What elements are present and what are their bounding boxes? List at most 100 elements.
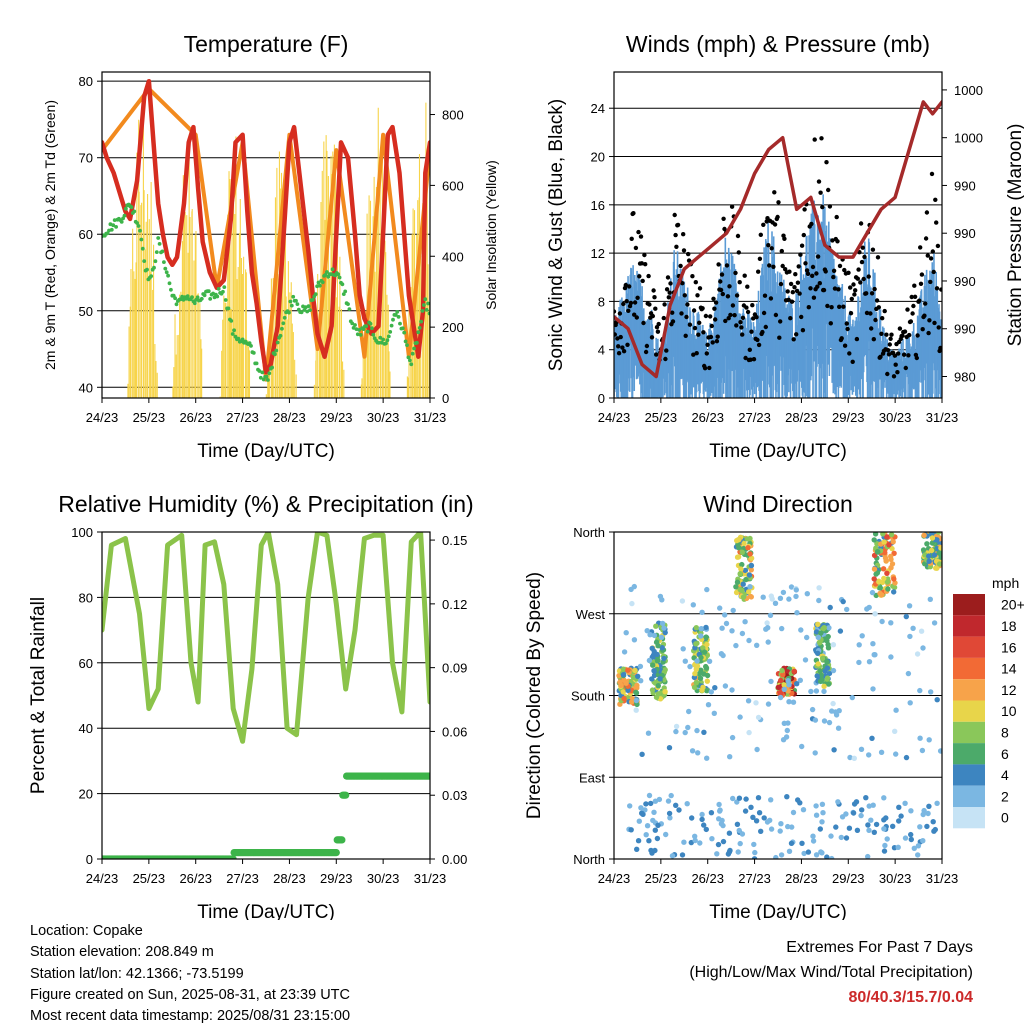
direction-point [715, 841, 722, 848]
gust-point [710, 340, 715, 345]
panel-3: Relative Humidity (%) & Precipitation (i… [28, 491, 474, 920]
direction-point [689, 815, 695, 821]
direction-point [821, 683, 827, 689]
gust-point [906, 353, 911, 358]
gust-point [886, 352, 892, 357]
dewpoint-point [343, 289, 348, 294]
gust-point [897, 326, 903, 331]
colorbar-unit: mph [992, 575, 1019, 591]
direction-point [739, 549, 745, 555]
direction-point [847, 754, 853, 761]
direction-point [881, 848, 888, 854]
dewpoint-point [357, 328, 362, 332]
direction-point [871, 829, 877, 835]
direction-point [751, 841, 757, 848]
direction-point [712, 685, 718, 691]
direction-point [742, 567, 749, 574]
gust-point [793, 272, 798, 277]
direction-point [723, 620, 730, 627]
colorbar-swatch [953, 743, 985, 765]
gust-point [751, 316, 756, 321]
dewpoint-point [119, 220, 124, 224]
x-tick-label: 29/23 [832, 410, 865, 425]
direction-point [734, 799, 740, 805]
dewpoint-point [281, 321, 286, 326]
gust-point [854, 336, 860, 342]
gust-point [806, 305, 811, 310]
gust-point [772, 190, 777, 195]
direction-point [730, 795, 736, 802]
direction-point [890, 539, 896, 545]
direction-point [704, 755, 710, 761]
gust-point [836, 287, 841, 292]
plot-area [614, 532, 942, 859]
dewpoint-point [223, 298, 228, 302]
direction-point [687, 663, 693, 670]
direction-point [911, 845, 917, 851]
direction-point [694, 658, 700, 664]
gust-point [690, 274, 695, 279]
gust-point [665, 275, 671, 280]
direction-point [655, 657, 661, 663]
direction-point [870, 802, 876, 808]
gust-point [734, 323, 739, 328]
y2-tick-label: 0 [442, 391, 449, 406]
gust-point [713, 300, 719, 305]
x-tick-label: 30/23 [879, 410, 912, 425]
direction-point [835, 725, 842, 731]
direction-point [794, 681, 800, 687]
gust-point [620, 345, 625, 350]
dewpoint-point [142, 259, 147, 263]
gust-point [649, 335, 655, 340]
y-tick-label: 16 [591, 198, 605, 213]
dewpoint-point [192, 301, 197, 306]
gust-point [823, 269, 828, 274]
direction-point [709, 836, 715, 842]
plot-frame [613, 71, 943, 399]
y2-tick-label: 0.00 [442, 852, 467, 867]
gust-point [740, 315, 746, 320]
dewpoint-point [405, 343, 409, 347]
colorbar-label: 4 [1001, 767, 1009, 783]
gust-point [773, 312, 779, 318]
gust-point [703, 313, 709, 319]
panel-2: Winds (mph) & Pressure (mb) Time (Day/UTC… [546, 31, 1024, 462]
direction-point [870, 686, 876, 692]
gust-point [879, 331, 884, 336]
direction-point [699, 609, 705, 615]
direction-point [917, 687, 923, 694]
direction-point [820, 810, 826, 816]
gust-point [625, 342, 630, 347]
gust-point [638, 234, 644, 239]
direction-point [729, 628, 735, 634]
direction-point [654, 835, 661, 842]
dewpoint-point [377, 340, 381, 345]
colorbar-label: 8 [1001, 724, 1009, 740]
gust-point [722, 226, 727, 232]
direction-point [639, 810, 645, 816]
dewpoint-point [135, 221, 140, 225]
direction-point [799, 743, 805, 750]
colorbar: mph 20+ 18 16 14 12 10 8 6 4 2 0 [953, 575, 1024, 829]
precip-point [229, 855, 237, 859]
gust-point [667, 290, 672, 295]
dewpoint-point [311, 297, 315, 302]
direction-point [884, 836, 890, 842]
gust-point [939, 287, 942, 292]
direction-point [828, 833, 834, 839]
direction-point [882, 549, 888, 556]
gust-point [929, 171, 935, 177]
dewpoint-point [340, 282, 345, 287]
direction-point [880, 532, 886, 537]
gust-point [691, 308, 697, 313]
direction-point [644, 823, 651, 829]
direction-point [783, 734, 790, 740]
direction-point [738, 566, 744, 572]
direction-point [693, 680, 699, 686]
direction-point [722, 612, 728, 618]
direction-point [888, 620, 894, 626]
dewpoint-point [306, 304, 311, 309]
direction-point [829, 855, 835, 859]
direction-point [764, 620, 770, 626]
direction-point [730, 607, 736, 614]
